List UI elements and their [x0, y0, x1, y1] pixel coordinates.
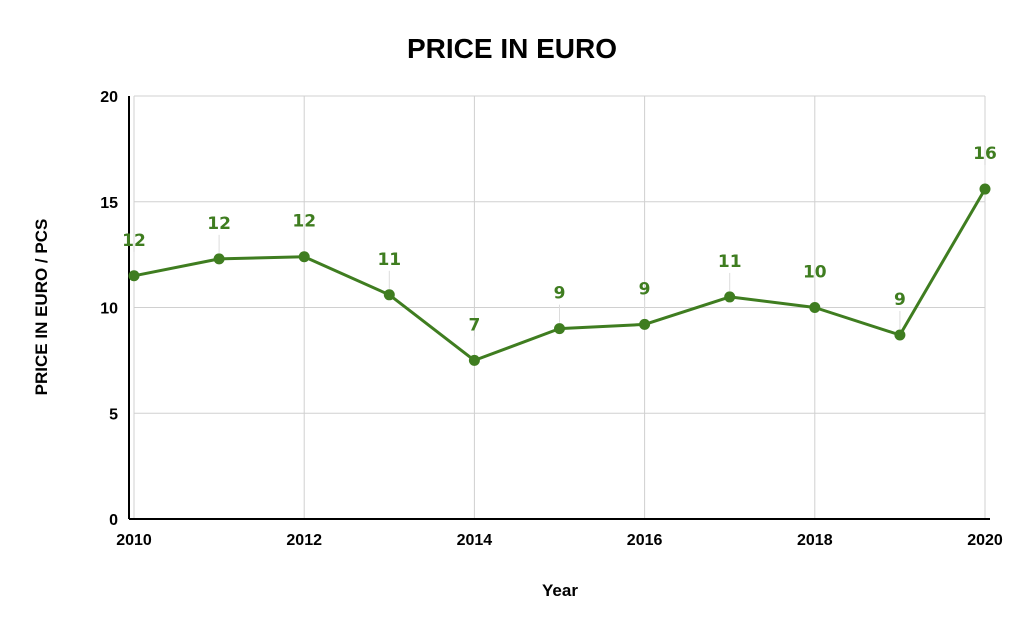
data-label: 11	[718, 252, 742, 272]
data-label: 11	[377, 250, 401, 270]
data-point	[639, 318, 651, 330]
data-point	[468, 354, 480, 366]
data-label: 12	[292, 212, 316, 232]
data-point	[894, 329, 906, 341]
data-label: 12	[122, 231, 146, 251]
x-tick-label: 2010	[116, 532, 152, 549]
x-tick-label: 2016	[627, 532, 663, 549]
data-point	[383, 289, 395, 301]
y-tick-label: 5	[109, 406, 118, 423]
series-group: 12 12 12 11 7 9 9 11 10 9 16	[122, 144, 997, 366]
y-axis-title: PRICE IN EURO / PCS	[32, 219, 51, 396]
data-label: 12	[207, 214, 231, 234]
x-tick-labels: 2010 2012 2014 2016 2018 2020	[116, 532, 1003, 549]
data-label: 9	[894, 290, 906, 310]
y-tick-label: 10	[100, 301, 118, 318]
data-point	[298, 251, 310, 263]
y-tick-label: 0	[109, 512, 118, 529]
data-point	[809, 302, 821, 313]
data-label: 9	[554, 284, 566, 304]
y-tick-label: 15	[100, 195, 118, 212]
y-tick-labels: 0 5 10 15 20	[100, 89, 118, 529]
data-point	[979, 183, 991, 195]
axes	[128, 96, 990, 520]
y-tick-label: 20	[100, 89, 118, 106]
data-label: 10	[803, 263, 827, 283]
x-tick-label: 2012	[286, 532, 322, 549]
x-tick-label: 2020	[967, 532, 1003, 549]
data-label: 16	[973, 144, 997, 164]
data-point	[724, 291, 736, 303]
data-label: 9	[639, 279, 651, 299]
chart-title: PRICE IN EURO	[407, 33, 617, 64]
data-label: 7	[468, 315, 480, 335]
gridlines	[133, 95, 986, 519]
data-point	[554, 323, 565, 335]
data-point	[213, 253, 225, 265]
x-tick-label: 2018	[797, 532, 833, 549]
data-point	[128, 270, 140, 282]
x-tick-label: 2014	[457, 532, 493, 549]
x-axis-title: Year	[542, 581, 578, 600]
series-line	[133, 188, 987, 362]
